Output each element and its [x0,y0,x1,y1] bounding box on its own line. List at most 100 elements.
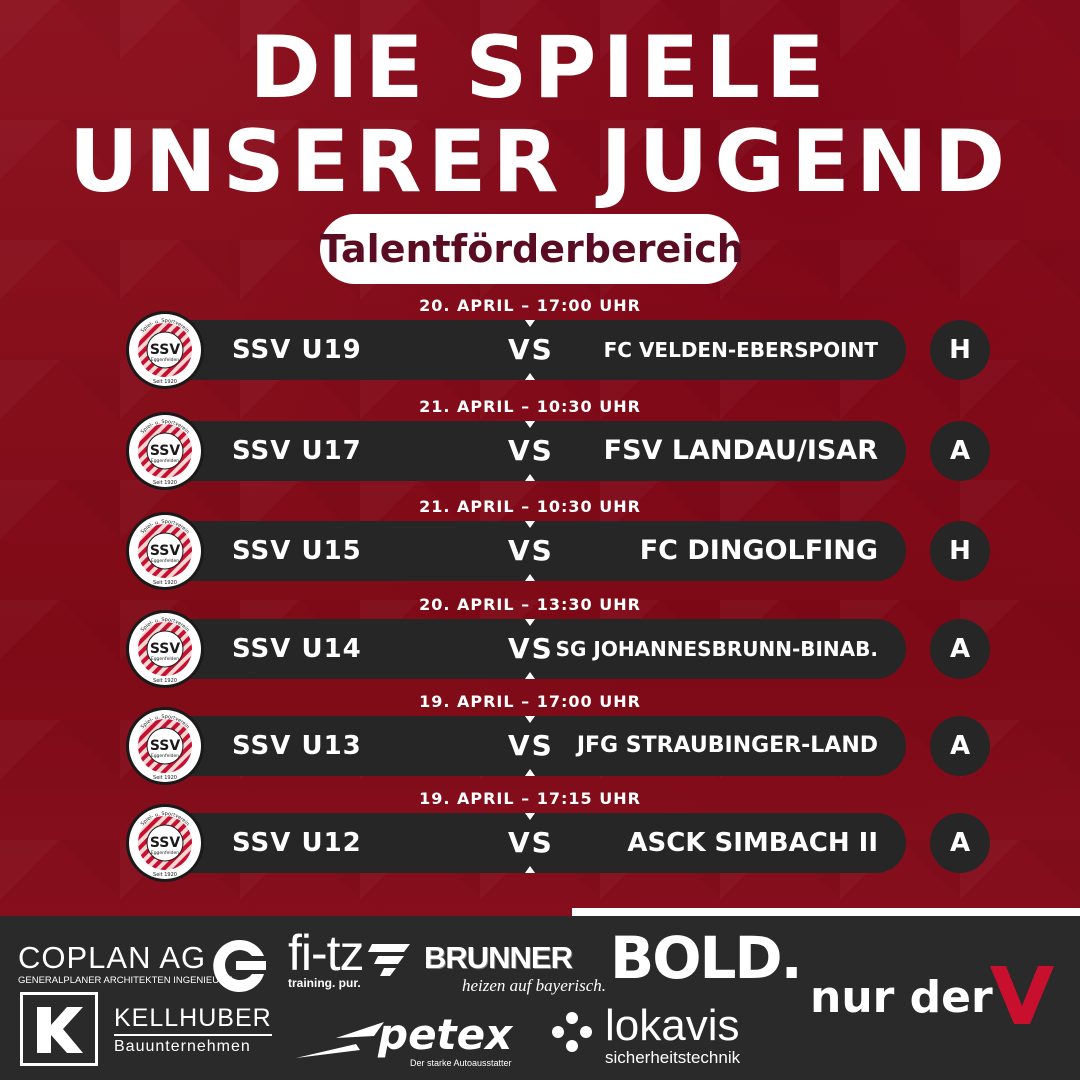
venue-badge: A [930,619,990,679]
sponsor-kellhuber: KELLHUBER Bauunternehmen [114,1004,272,1056]
away-team: FC VELDEN-EBERSPOINT [603,338,878,362]
logo-since: Seit 1920 [153,872,177,878]
logo-name: SSV [150,443,181,459]
coplan-name: COPLAN AG [18,940,207,975]
petex-swoosh-icon [296,1022,384,1058]
divider-arrow-top-icon [525,521,535,528]
venue-badge: A [930,421,990,481]
venue-badge: A [930,813,990,873]
match-date: 21. APRIL – 10:30 UHR [419,497,641,516]
logo-name: SSV [150,543,181,559]
divider-arrow-top-icon [525,813,535,820]
divider-arrow-bottom-icon [525,769,535,776]
home-team: SSV U15 [232,536,362,566]
logo-since: Seit 1920 [153,480,177,486]
divider-arrow-bottom-icon [525,672,535,679]
match-row: 19. APRIL – 17:15 UHR SSV Eggenfelden Sp… [0,789,1080,889]
logo-name: SSV [150,738,181,754]
match-bar [160,619,906,679]
logo-since: Seit 1920 [153,379,177,385]
sponsor-bold: BOLD. [610,924,803,992]
match-bar [160,421,906,481]
divider-arrow-top-icon [525,619,535,626]
away-team: SG JOHANNESBRUNN-BINAB. [555,637,878,661]
match-date: 19. APRIL – 17:00 UHR [419,692,641,711]
away-team: JFG STRAUBINGER-LAND [576,733,878,758]
v-logo-icon [990,966,1054,1024]
vs-label: VS [508,729,554,762]
match-date: 20. APRIL – 13:30 UHR [419,595,641,614]
divider-arrow-top-icon [525,716,535,723]
match-row: 19. APRIL – 17:00 UHR SSV Eggenfelden Sp… [0,692,1080,792]
home-team: SSV U13 [232,731,362,761]
kellhuber-logo-icon [20,992,98,1066]
brunner-tagline: heizen auf bayerisch. [462,976,606,995]
home-team: SSV U12 [232,828,362,858]
subtitle-pill: Talentförderbereich [320,214,744,284]
divider-arrow-top-icon [525,421,535,428]
logo-city: Eggenfelden [151,656,179,662]
ssv-club-logo-icon: SSV Eggenfelden Spiel- u. Sportverein Se… [126,610,204,688]
sponsor-divider [572,908,1080,916]
logo-city: Eggenfelden [151,753,179,759]
fitz-tagline: training. pur. [288,976,361,990]
match-bar [160,320,906,380]
ssv-club-logo-icon: SSV Eggenfelden Spiel- u. Sportverein Se… [126,311,204,389]
kellhuber-name: KELLHUBER [114,1004,272,1036]
logo-name: SSV [150,342,181,358]
home-team: SSV U19 [232,335,362,365]
ssv-club-logo-icon: SSV Eggenfelden Spiel- u. Sportverein Se… [126,512,204,590]
match-date: 19. APRIL – 17:15 UHR [419,789,641,808]
away-team: FSV LANDAU/ISAR [603,435,878,466]
match-row: 20. APRIL – 13:30 UHR SSV Eggenfelden Sp… [0,595,1080,695]
brunner-name: BRUNNER [424,940,573,975]
match-bar [160,521,906,581]
divider-arrow-bottom-icon [525,866,535,873]
title-line-1: DIE SPIELE [249,18,831,118]
vs-label: VS [508,632,554,665]
match-row: 21. APRIL – 10:30 UHR SSV Eggenfelden Sp… [0,397,1080,497]
ssv-club-logo-icon: SSV Eggenfelden Spiel- u. Sportverein Se… [126,412,204,490]
lokavis-logo-icon [552,1012,592,1052]
away-team: ASCK SIMBACH II [627,828,878,858]
vs-label: VS [508,333,554,366]
divider-arrow-bottom-icon [525,574,535,581]
sponsor-bar: COPLAN AG GENERALPLANER ARCHITEKTEN INGE… [0,916,1080,1080]
lokavis-name: lokavis [605,1001,740,1050]
venue-badge: H [930,320,990,380]
fitz-wing-icon [368,944,410,976]
match-row: 20. APRIL – 17:00 UHR SSV Eggenfelden Sp… [0,296,1080,396]
lokavis-tagline: sicherheitstechnik [605,1048,741,1067]
logo-city: Eggenfelden [151,558,179,564]
logo-city: Eggenfelden [151,458,179,464]
logo-since: Seit 1920 [153,775,177,781]
coplan-logo-icon [213,939,266,992]
logo-name: SSV [150,835,181,851]
match-bar [160,813,906,873]
sponsor-fitz: fi-tz training. pur. [288,926,365,990]
logo-since: Seit 1920 [153,580,177,586]
match-bar [160,716,906,776]
ssv-club-logo-icon: SSV Eggenfelden Spiel- u. Sportverein Se… [126,707,204,785]
logo-since: Seit 1920 [153,678,177,684]
vs-label: VS [508,534,554,567]
sponsor-nurder: nur der [810,972,993,1023]
sponsor-petex: petex Der starke Autoausstatter [378,1010,513,1069]
match-date: 21. APRIL – 10:30 UHR [419,397,641,416]
divider-arrow-top-icon [525,320,535,327]
match-date: 20. APRIL – 17:00 UHR [419,296,641,315]
match-row: 21. APRIL – 10:30 UHR SSV Eggenfelden Sp… [0,497,1080,597]
coplan-tagline: GENERALPLANER ARCHITEKTEN INGENIEURE [18,975,233,986]
divider-arrow-bottom-icon [525,373,535,380]
ssv-club-logo-icon: SSV Eggenfelden Spiel- u. Sportverein Se… [126,804,204,882]
divider-arrow-bottom-icon [525,474,535,481]
home-team: SSV U14 [232,634,362,664]
kellhuber-tagline: Bauunternehmen [114,1038,251,1055]
petex-tagline: Der starke Autoausstatter [410,1058,512,1068]
home-team: SSV U17 [232,436,362,466]
logo-name: SSV [150,641,181,657]
petex-name: petex [378,1010,513,1059]
logo-city: Eggenfelden [151,357,179,363]
away-team: FC DINGOLFING [639,535,878,566]
vs-label: VS [508,826,554,859]
